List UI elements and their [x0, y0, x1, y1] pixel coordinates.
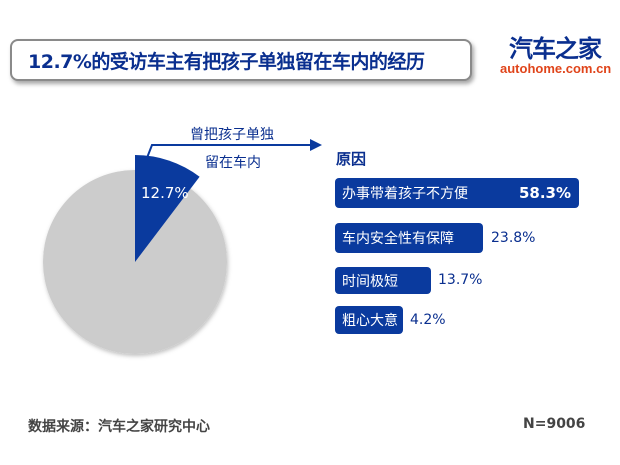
reasons-title: 原因 [336, 150, 367, 168]
reason-label: 粗心大意 [342, 313, 398, 329]
reason-value: 58.3% [518, 184, 571, 202]
reason-value: 23.8% [491, 230, 536, 246]
autohome-logo: 汽车之家 autohome.com.cn [500, 35, 612, 76]
pie-slice-label: 12.7% [141, 184, 189, 202]
logo-chinese: 汽车之家 [509, 35, 602, 63]
arrow-right-icon [310, 139, 322, 151]
page-title: 12.7%的受访车主有把孩子单独留在车内的经历 [28, 50, 425, 73]
reason-value: 13.7% [438, 272, 483, 288]
reason-bar-1: 办事带着孩子不方便 58.3% [335, 178, 579, 208]
reason-label: 时间极短 [342, 273, 398, 290]
sample-size: N=9006 [523, 416, 586, 432]
reason-label: 办事带着孩子不方便 [342, 186, 468, 202]
reason-label: 车内安全性有保障 [342, 231, 454, 247]
callout-line [144, 144, 310, 164]
reason-value: 4.2% [410, 312, 446, 328]
callout-line2: 留在车内 [205, 155, 261, 171]
pie-slice-highlight [135, 155, 200, 262]
callout-line1: 曾把孩子单独 [190, 127, 274, 143]
reason-bar-2: 车内安全性有保障 [335, 223, 483, 253]
data-source: 数据来源：汽车之家研究中心 [28, 419, 210, 435]
logo-domain: autohome.com.cn [500, 61, 612, 76]
title-box: 12.7%的受访车主有把孩子单独留在车内的经历 [10, 39, 472, 81]
reason-bar-3: 时间极短 [335, 267, 431, 294]
reason-bar-4: 粗心大意 [335, 306, 403, 334]
